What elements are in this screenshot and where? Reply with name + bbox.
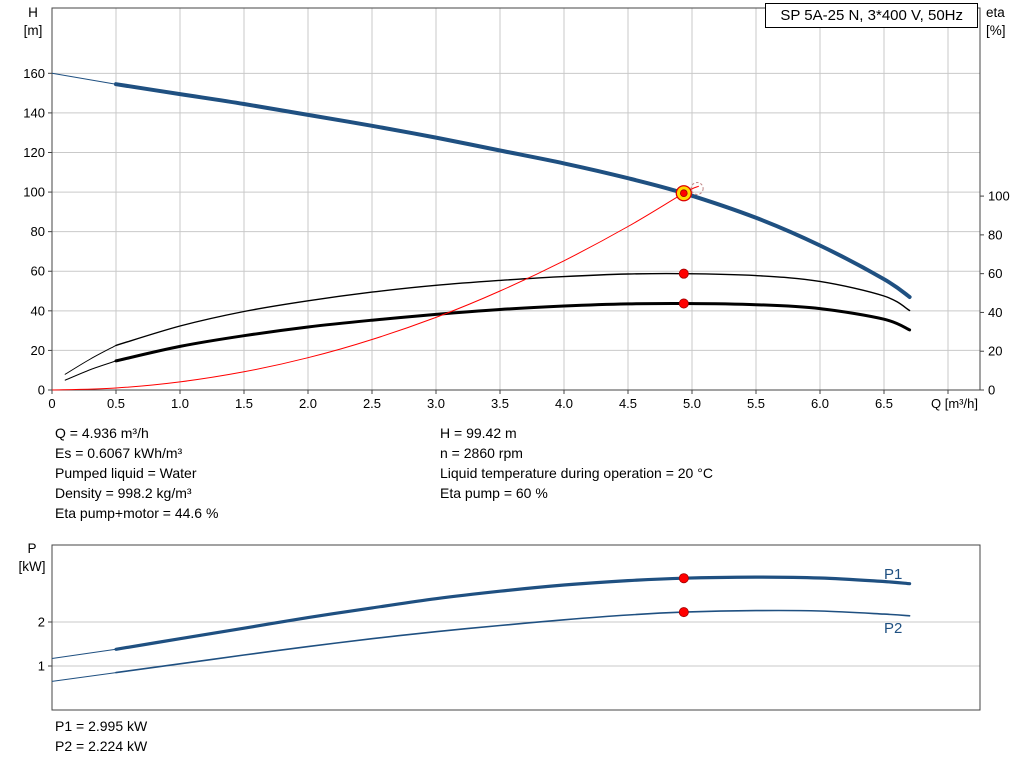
x-axis-tick-label: 2.0 — [299, 396, 317, 411]
p2-curve — [115, 609, 911, 674]
hq-curve — [114, 82, 912, 299]
eta-pump-motor-curve-thin-lead — [64, 360, 117, 381]
p1-curve-label: P1 — [884, 566, 903, 583]
info-p2: P2 = 2.224 kW — [55, 738, 148, 754]
x-axis-tick-label: 0.5 — [107, 396, 125, 411]
x-axis-tick-label: 5.5 — [747, 396, 765, 411]
left-axis-tick-label: 40 — [31, 303, 45, 318]
info-speed: n = 2860 rpm — [440, 445, 523, 461]
left-axis-tick-label: 1 — [38, 659, 45, 674]
left-axis-tick-label: 140 — [23, 105, 45, 120]
eta-pump-curve-thin-lead — [64, 344, 117, 375]
x-axis-tick-label: 4.5 — [619, 396, 637, 411]
x-axis-tick-label: 3.0 — [427, 396, 445, 411]
x-axis-tick-label: 5.0 — [683, 396, 701, 411]
info-p1: P1 = 2.995 kW — [55, 718, 148, 734]
x-axis-tick-label: 3.5 — [491, 396, 509, 411]
right-axis-tick-label: 0 — [988, 383, 995, 398]
p1-curve-thin-lead — [51, 648, 117, 659]
left-axis-tick-label: 120 — [23, 145, 45, 160]
right-axis-tick-label: 80 — [988, 227, 1002, 242]
duty-info-left-column: Q = 4.936 m³/h Es = 0.6067 kWh/m³ Pumped… — [55, 423, 218, 523]
power-axis-symbol: P — [27, 541, 37, 556]
right-axis-tick-label: 40 — [988, 305, 1002, 320]
eta-axis-unit: [%] — [986, 23, 1006, 38]
x-axis-tick-label: 4.0 — [555, 396, 573, 411]
eta-axis-unit-label: eta [%] — [986, 4, 1022, 40]
right-axis-tick-label: 60 — [988, 266, 1002, 281]
head-axis-unit-label: H [m] — [14, 4, 52, 40]
eta-pump-curve — [115, 272, 911, 347]
x-axis-tick-label: 1.0 — [171, 396, 189, 411]
x-axis-tick-label: 0 — [48, 396, 55, 411]
head-axis-unit: [m] — [23, 23, 43, 38]
x-axis-tick-label: 6.5 — [875, 396, 893, 411]
hq-curve-thin-lead — [51, 72, 117, 85]
eta-pump-duty-dot — [678, 268, 689, 279]
left-axis-tick-label: 100 — [23, 185, 45, 200]
info-density: Density = 998.2 kg/m³ — [55, 485, 192, 501]
p2-duty-dot — [678, 607, 689, 618]
flow-axis-unit-label: Q [m³/h] — [931, 396, 978, 411]
p1-duty-dot — [678, 573, 689, 584]
p1-curve — [114, 575, 912, 651]
info-eta-pump-motor: Eta pump+motor = 44.6 % — [55, 505, 219, 521]
system-curve — [51, 185, 699, 391]
eta-pump-motor-duty-dot — [678, 298, 689, 309]
duty-point-center[interactable] — [680, 189, 688, 198]
left-axis-tick-label: 20 — [31, 343, 45, 358]
ghost-duty-point — [690, 182, 704, 196]
left-axis-tick-label: 2 — [38, 615, 45, 630]
p2-curve-label: P2 — [884, 620, 903, 637]
info-specific-energy: Es = 0.6067 kWh/m³ — [55, 445, 183, 461]
power-axis-unit-label: P [kW] — [12, 540, 52, 576]
left-axis-tick-label: 0 — [38, 383, 45, 398]
info-pumped-liquid: Pumped liquid = Water — [55, 465, 197, 481]
info-head: H = 99.42 m — [440, 425, 517, 441]
x-axis-tick-label: 2.5 — [363, 396, 381, 411]
x-axis-tick-label: 1.5 — [235, 396, 253, 411]
power-info-block: P1 = 2.995 kW P2 = 2.224 kW — [55, 716, 147, 756]
info-flow: Q = 4.936 m³/h — [55, 425, 149, 441]
pump-model-title: SP 5A-25 N, 3*400 V, 50Hz — [765, 3, 978, 28]
left-axis-tick-label: 160 — [23, 66, 45, 81]
p2-curve-thin-lead — [51, 672, 117, 682]
plot-border — [51, 7, 981, 391]
eta-axis-symbol: eta — [986, 5, 1005, 20]
x-axis-tick-label: 6.0 — [811, 396, 829, 411]
right-axis-tick-label: 20 — [988, 344, 1002, 359]
right-axis-tick-label: 100 — [988, 189, 1010, 204]
left-axis-tick-label: 60 — [31, 264, 45, 279]
power-axis-unit: [kW] — [18, 559, 46, 574]
plot-border — [51, 544, 981, 711]
left-axis-tick-label: 80 — [31, 224, 45, 239]
info-eta-pump: Eta pump = 60 % — [440, 485, 548, 501]
duty-info-right-column: H = 99.42 m n = 2860 rpm Liquid temperat… — [440, 423, 713, 503]
head-axis-symbol: H — [28, 5, 38, 20]
eta-pump-motor-curve — [114, 301, 912, 363]
info-liquid-temperature: Liquid temperature during operation = 20… — [440, 465, 713, 481]
